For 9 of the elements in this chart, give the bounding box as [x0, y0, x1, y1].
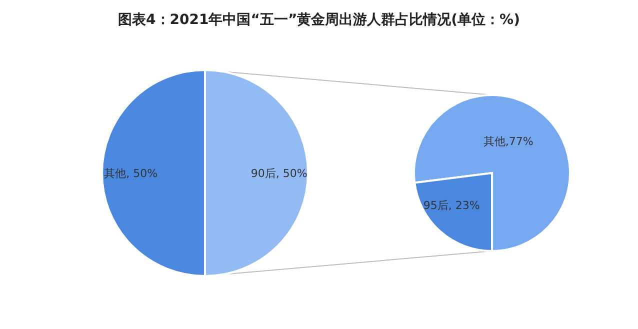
data-label: , 50%	[276, 167, 308, 180]
slice-label: 其他	[104, 167, 126, 180]
data-label: , 23%	[448, 199, 480, 212]
slice-label: 其他	[483, 134, 506, 148]
data-label: ,77%	[505, 134, 534, 148]
slice-label: 95后	[423, 199, 448, 212]
slice-label: 90后	[250, 167, 276, 180]
chart-title: 图表4：2021年中国“五一”黄金周出游人群占比情况(单位：%)	[118, 12, 520, 28]
data-label: , 50%	[126, 167, 158, 180]
